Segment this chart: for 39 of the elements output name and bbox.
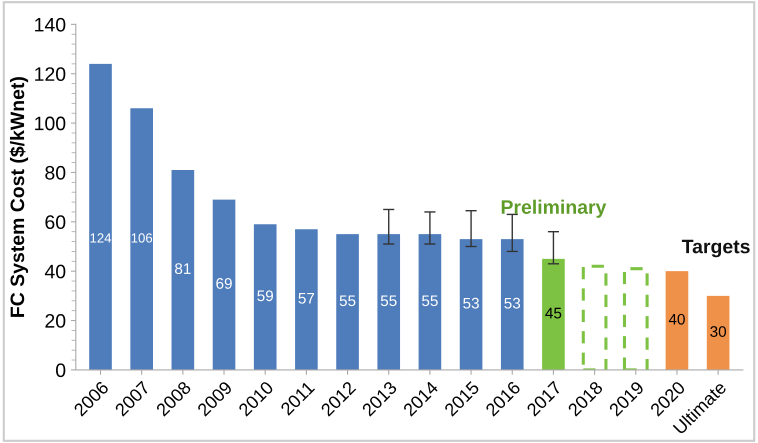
bar [542,258,565,370]
bar [666,271,688,370]
data-label: 40 [668,314,685,325]
y-tick-label: 140 [35,18,66,32]
data-label: 124 [90,233,112,243]
data-label: 59 [257,290,273,302]
data-label: 69 [216,278,232,289]
y-tick-label: 20 [45,314,66,328]
y-tick-label: 100 [35,116,66,130]
data-label: 106 [132,233,152,243]
y-tick-label: 80 [45,166,66,180]
bar [706,296,730,370]
data-label: 53 [504,298,520,309]
bar [460,239,482,370]
bar [254,224,277,370]
bar [418,234,442,370]
data-label: 55 [422,295,438,306]
data-label: 55 [340,295,356,306]
annotation: Targets [682,240,750,258]
bar [295,229,318,370]
bar [377,234,400,370]
y-tick-label: 120 [35,67,66,81]
data-label: 55 [380,295,397,306]
bar [172,170,194,370]
bar [212,200,236,370]
bar [500,239,524,370]
bar [130,108,154,370]
data-label: 30 [710,326,726,337]
data-label: 53 [463,298,479,309]
bar [89,64,112,370]
bar [336,234,359,370]
y-axis-title: FC System Cost ($/kWnet) [10,77,28,317]
y-tick-label: 40 [44,264,66,278]
data-label: 57 [298,293,314,304]
data-label: 81 [175,263,191,274]
data-label: 45 [545,308,562,318]
y-tick-label: 60 [45,215,66,230]
annotation: Preliminary [502,200,606,218]
y-tick-label: 0 [56,363,66,378]
